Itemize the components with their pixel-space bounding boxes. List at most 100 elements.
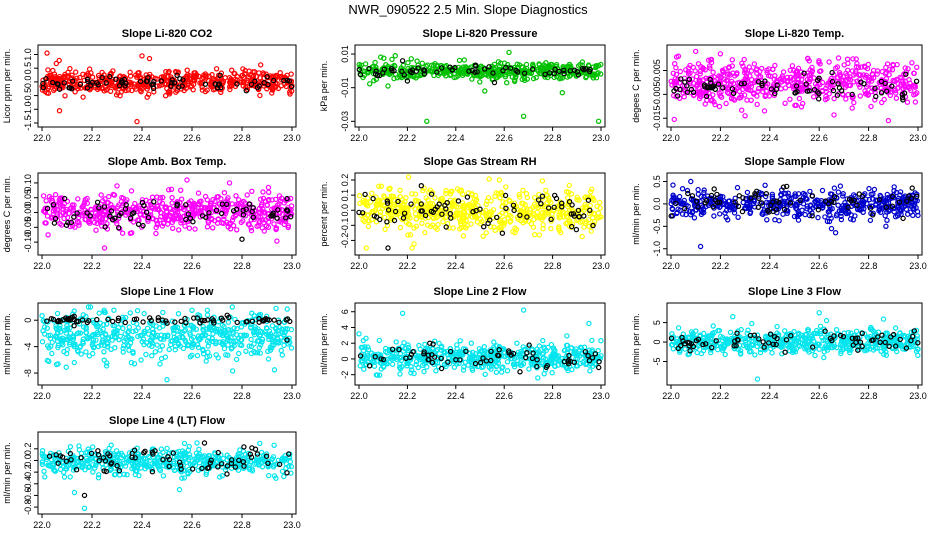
data-point [822,214,828,220]
data-point [392,53,398,59]
data-point [542,74,548,80]
data-point [520,113,527,120]
data-point [427,67,433,74]
data-point [686,76,693,83]
data-point [376,337,383,344]
data-point [593,63,599,70]
data-point [385,83,391,89]
data-point [736,88,743,95]
data-point [543,187,549,194]
data-point [204,307,210,313]
data-point [856,191,862,197]
data-point [829,69,835,76]
data-point [95,82,101,88]
data-point [739,208,746,215]
data-point [474,69,480,75]
data-point [157,361,163,367]
data-point [782,85,789,91]
data-point [234,319,240,326]
data-point [506,49,512,56]
data-point [50,67,56,74]
data-point [736,193,743,199]
data-point [138,357,144,363]
data-point [163,68,169,75]
data-point [782,100,788,107]
data-point [764,67,770,74]
data-point [149,353,155,359]
data-point [159,223,166,229]
x-tick-label: 22.4 [761,133,779,143]
data-point [771,76,778,82]
data-point [780,211,786,217]
data-point [202,81,209,87]
data-point [719,67,726,74]
data-point [242,67,248,74]
data-point [754,66,760,72]
data-point [831,185,838,191]
data-point [39,313,45,319]
data-point [145,83,151,90]
data-point [56,73,63,80]
data-point [568,63,574,69]
data-point [431,62,437,69]
data-point [892,87,899,94]
data-point [443,190,449,197]
data-point [266,189,272,195]
data-point [127,310,133,316]
data-point [276,193,283,199]
data-point [106,193,112,200]
y-axis-label: percent per min. [319,181,329,246]
data-point [389,361,396,367]
data-point [801,70,807,76]
data-point [459,69,465,75]
data-point [119,230,126,236]
data-point [800,100,806,107]
data-point [899,94,906,101]
data-point [802,211,808,218]
data-point [98,192,104,198]
data-point [56,57,62,64]
data-point [434,69,440,75]
data-point [144,325,151,331]
data-point [388,65,395,72]
figure-title: NWR_090522 2.5 Min. Slope Diagnostics [348,2,588,17]
data-point [843,96,849,102]
data-point [746,64,753,70]
data-point [548,225,554,232]
data-point [265,356,272,362]
data-point [504,359,511,365]
data-point [121,76,128,83]
data-point [582,66,589,72]
data-point [278,347,284,354]
y-tick-label: 0.0 [23,76,33,89]
data-point [372,59,378,66]
y-axis-label: Licor ppm per min. [2,49,12,124]
x-tick-label: 22.6 [495,133,513,143]
data-point [240,79,247,85]
x-tick-label: 23.0 [283,133,301,143]
data-point [503,64,509,71]
y-tick-label: -0.1 [340,218,350,234]
data-point [793,72,800,78]
data-point [507,65,514,71]
data-point [209,84,215,90]
data-point [708,56,715,63]
data-point [764,217,770,223]
y-tick-label: -1.0 [652,241,662,257]
data-point [122,83,128,89]
data-point [274,238,280,244]
data-point [373,68,379,74]
data-point [819,187,826,194]
data-point [39,339,46,345]
data-point [723,100,729,107]
data-point [365,223,372,230]
data-point [284,77,290,84]
data-point [828,225,835,232]
data-point [463,64,469,70]
data-point [564,333,570,339]
data-point [561,67,567,74]
data-point [884,217,890,223]
